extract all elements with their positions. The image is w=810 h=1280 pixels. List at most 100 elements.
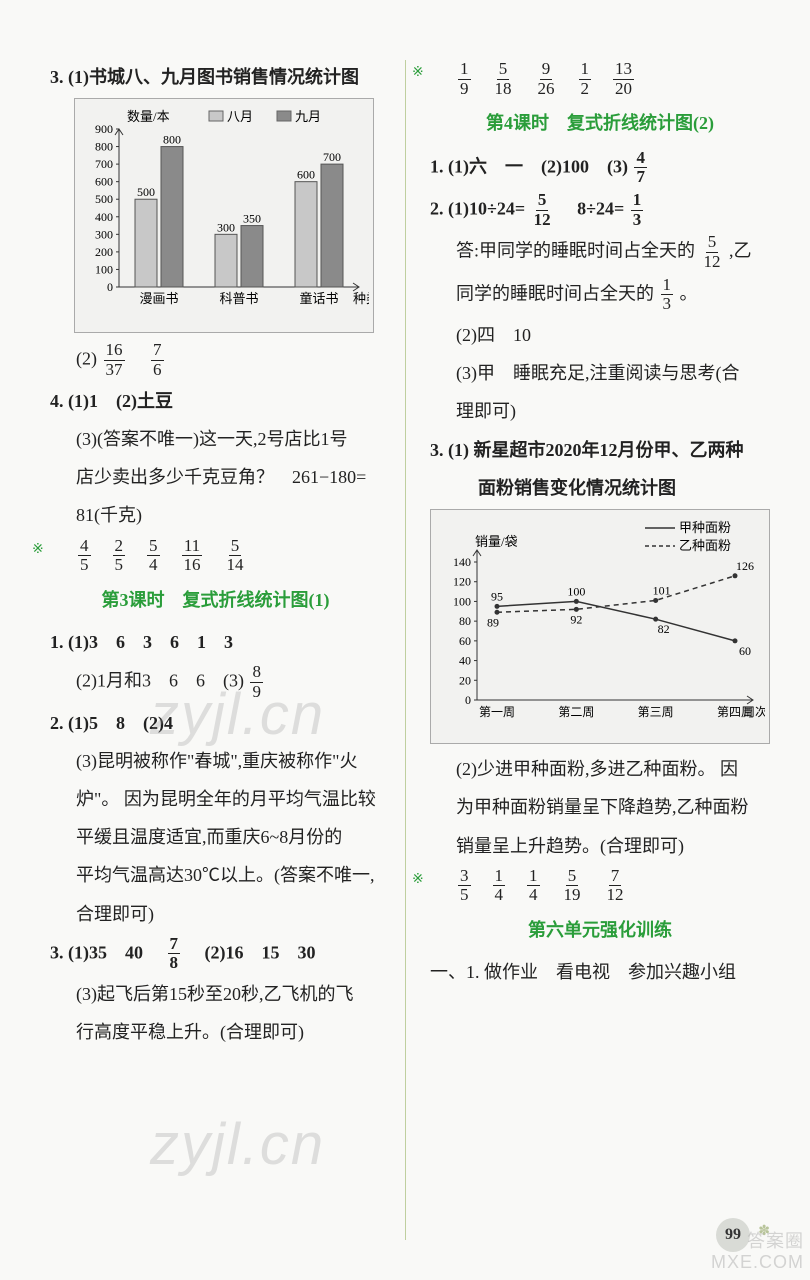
q3-2-prefix: (2) (76, 349, 97, 369)
text: 1. (1)六 一 (2)100 (3) (430, 156, 628, 176)
svg-text:95: 95 (491, 589, 503, 603)
star-icon: ※ (32, 537, 44, 564)
unit6-title: 第六单元强化训练 (430, 913, 770, 947)
text: 3. (1)35 40 (50, 942, 161, 962)
frac: 514 (225, 537, 246, 575)
frac: 47 (634, 149, 647, 187)
svg-text:漫画书: 漫画书 (139, 291, 178, 306)
svg-text:300: 300 (217, 221, 235, 235)
s3-3b: (3)起飞后第15秒至20秒,乙飞机的飞 (50, 977, 381, 1011)
frac: 76 (151, 341, 164, 379)
svg-text:40: 40 (459, 654, 471, 668)
s4-3c: (2)少进甲种面粉,多进乙种面粉。 因 (430, 752, 770, 786)
svg-text:700: 700 (323, 150, 341, 164)
s4-3e: 销量呈上升趋势。(合理即可) (430, 829, 770, 863)
svg-text:科普书: 科普书 (219, 291, 258, 306)
svg-text:童话书: 童话书 (299, 291, 338, 306)
frac: 14 (493, 867, 506, 905)
q3-title: 3. (1)书城八、九月图书销售情况统计图 (50, 60, 381, 94)
frac: 19 (458, 60, 471, 98)
text: MXE.COM (711, 1252, 804, 1272)
left-column: 3. (1)书城八、九月图书销售情况统计图 0 100 200 300 400 500 60… (50, 60, 381, 1240)
two-column-layout: 3. (1)书城八、九月图书销售情况统计图 010020030040050060… (50, 60, 770, 1240)
q4-3a: (3)(答案不唯一)这一天,2号店比1号 (50, 422, 381, 456)
q4-3b: 店少卖出多少千克豆角？ 261−180= (50, 460, 381, 494)
s4-2b: 答:甲同学的睡眠时间占全天的 512 ,乙 (430, 233, 770, 271)
bar-chart: 0100200300400500600700800900数量/本八月九月5008… (74, 98, 374, 333)
s4-2e: (3)甲 睡眠充足,注重阅读与思考(合 (430, 356, 770, 390)
svg-text:80: 80 (459, 614, 471, 628)
text: 答:甲同学的睡眠时间占全天的 (456, 241, 695, 261)
line-chart-svg: 甲种面粉乙种面粉销量/袋020406080100120140第一周第二周第三周第… (437, 516, 765, 726)
s3-3c: 行高度平稳上升。(合理即可) (50, 1015, 381, 1049)
s3-3a: 3. (1)35 40 78 (2)16 15 30 (50, 935, 381, 973)
frac: 54 (147, 537, 160, 575)
svg-text:0: 0 (465, 693, 471, 707)
section4-title: 第4课时 复式折线统计图(2) (430, 106, 770, 140)
s3-2f: 合理即可) (50, 897, 381, 931)
s3-2c: 炉"。 因为昆明全年的月平均气温比较 (50, 782, 381, 816)
svg-text:0: 0 (107, 280, 113, 294)
s3-1a: 1. (1)3 6 3 6 1 3 (50, 625, 381, 659)
svg-text:101: 101 (653, 583, 671, 597)
s3-2a: 2. (1)5 8 (2)4 (50, 706, 381, 740)
s4-2c: 同学的睡眠时间占全天的 13 。 (430, 276, 770, 314)
s4-2d: (2)四 10 (430, 318, 770, 352)
frac: 25 (113, 537, 126, 575)
frac: 1320 (613, 60, 634, 98)
svg-text:700: 700 (95, 157, 113, 171)
svg-text:92: 92 (570, 612, 582, 626)
svg-text:200: 200 (95, 245, 113, 259)
frac: 518 (493, 60, 514, 98)
right-column: ※ 19 518 926 12 1320 第4课时 复式折线统计图(2) 1. … (430, 60, 770, 1240)
svg-text:140: 140 (453, 555, 471, 569)
frac: 926 (536, 60, 557, 98)
s4-2f: 理即可) (430, 394, 770, 428)
svg-text:数量/本: 数量/本 (127, 109, 170, 124)
frac: 712 (605, 867, 626, 905)
s4-3a: 3. (1) 新星超市2020年12月份甲、乙两种 (430, 433, 770, 467)
q4-3c: 81(千克) (50, 498, 381, 532)
svg-text:500: 500 (95, 192, 113, 206)
svg-text:100: 100 (95, 263, 113, 277)
svg-text:100: 100 (453, 594, 471, 608)
star-icon: ※ (412, 867, 424, 894)
svg-text:600: 600 (297, 168, 315, 182)
svg-text:种类: 种类 (353, 291, 369, 306)
text: 。 (680, 283, 698, 303)
text: 同学的睡眠时间占全天的 (456, 283, 654, 303)
svg-text:89: 89 (487, 615, 499, 629)
svg-text:600: 600 (95, 175, 113, 189)
svg-text:甲种面粉: 甲种面粉 (679, 520, 731, 535)
star-fracs-bottom: ※ 35 14 14 519 712 (430, 867, 770, 905)
svg-text:九月: 九月 (295, 109, 321, 124)
svg-text:800: 800 (163, 133, 181, 147)
svg-text:第二周: 第二周 (558, 705, 594, 719)
svg-text:第三周: 第三周 (638, 705, 674, 719)
frac: 35 (458, 867, 471, 905)
svg-text:800: 800 (95, 140, 113, 154)
frac: 14 (527, 867, 540, 905)
frac: 45 (78, 537, 91, 575)
frac: 12 (579, 60, 592, 98)
text: (2)16 15 30 (187, 942, 316, 962)
text: 8÷24= (559, 198, 624, 218)
svg-text:第一周: 第一周 (479, 705, 515, 719)
text: ,乙 (729, 241, 752, 261)
svg-text:400: 400 (95, 210, 113, 224)
svg-text:销量/袋: 销量/袋 (475, 534, 518, 549)
frac: 13 (631, 191, 644, 229)
svg-text:乙种面粉: 乙种面粉 (679, 538, 731, 553)
q3-2: (2) 1637 76 (50, 341, 381, 379)
frac: 512 (702, 233, 723, 271)
line-chart: 甲种面粉乙种面粉销量/袋020406080100120140第一周第二周第三周第… (430, 509, 770, 744)
svg-text:八月: 八月 (227, 109, 253, 124)
frac: 1116 (182, 537, 203, 575)
s3-2e: 平均气温高达30℃以上。(答案不唯一, (50, 858, 381, 892)
s4-2a: 2. (1)10÷24= 512 8÷24= 13 (430, 191, 770, 229)
s3-2b: (3)昆明被称作"春城",重庆被称作"火 (50, 744, 381, 778)
s3-1b: (2)1月和3 6 6 (3) 89 (50, 663, 381, 701)
svg-text:60: 60 (739, 644, 751, 658)
svg-text:120: 120 (453, 575, 471, 589)
text: 2. (1)10÷24= (430, 198, 525, 218)
